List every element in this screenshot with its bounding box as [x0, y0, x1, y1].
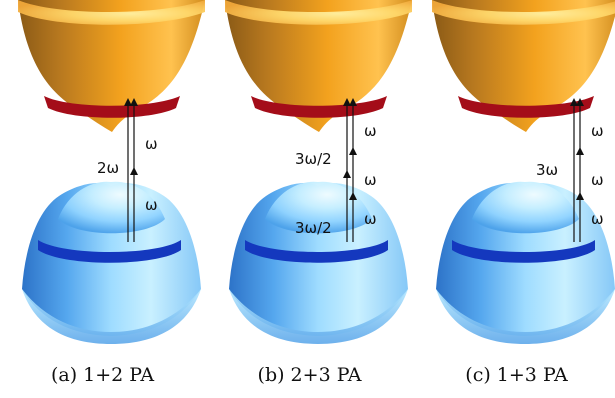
- label-w-bottom: ω: [591, 210, 604, 228]
- label-w-bottom: ω: [145, 196, 158, 214]
- conduction-band-rim: [18, 0, 205, 25]
- label-2w: 2ω: [97, 159, 119, 177]
- label-w-bottom: ω: [364, 210, 377, 228]
- valence-band-base: [229, 289, 408, 344]
- caption-panel-c: (c) 1+3 PA: [465, 364, 568, 386]
- caption-panel-a: (a) 1+2 PA: [50, 364, 155, 386]
- valence-band-base: [22, 289, 201, 344]
- valence-band-cap: [58, 181, 165, 234]
- label-w-top: ω: [591, 122, 604, 140]
- caption-panel-b: (b) 2+3 PA: [257, 364, 362, 386]
- valence-band-cap: [265, 181, 372, 234]
- panel-a: 2ω ω ω: [18, 0, 205, 344]
- conduction-band-rim: [225, 0, 412, 25]
- label-w-middle: ω: [364, 171, 377, 189]
- conduction-band-surface: [18, 0, 205, 132]
- label-w-top: ω: [145, 135, 158, 153]
- conduction-band-ring: [44, 96, 180, 118]
- panel-c: 3ω ω ω ω: [432, 0, 615, 344]
- label-w-top: ω: [364, 122, 377, 140]
- valence-band-ring: [245, 240, 388, 263]
- conduction-band-ring: [458, 96, 594, 118]
- label-3w2-upper: 3ω/2: [295, 150, 332, 168]
- label-3w2-lower: 3ω/2: [295, 219, 332, 237]
- valence-band-ring: [38, 240, 181, 263]
- valence-band-cap: [472, 181, 579, 234]
- valence-band-base: [436, 289, 615, 344]
- label-3w: 3ω: [536, 161, 558, 179]
- panel-b: 3ω/2 3ω/2 ω ω ω: [225, 0, 412, 344]
- conduction-band-surface: [225, 0, 412, 132]
- conduction-band-surface: [432, 0, 615, 132]
- conduction-band-rim: [432, 0, 615, 25]
- valence-band-ring: [452, 240, 595, 263]
- label-w-middle: ω: [591, 171, 604, 189]
